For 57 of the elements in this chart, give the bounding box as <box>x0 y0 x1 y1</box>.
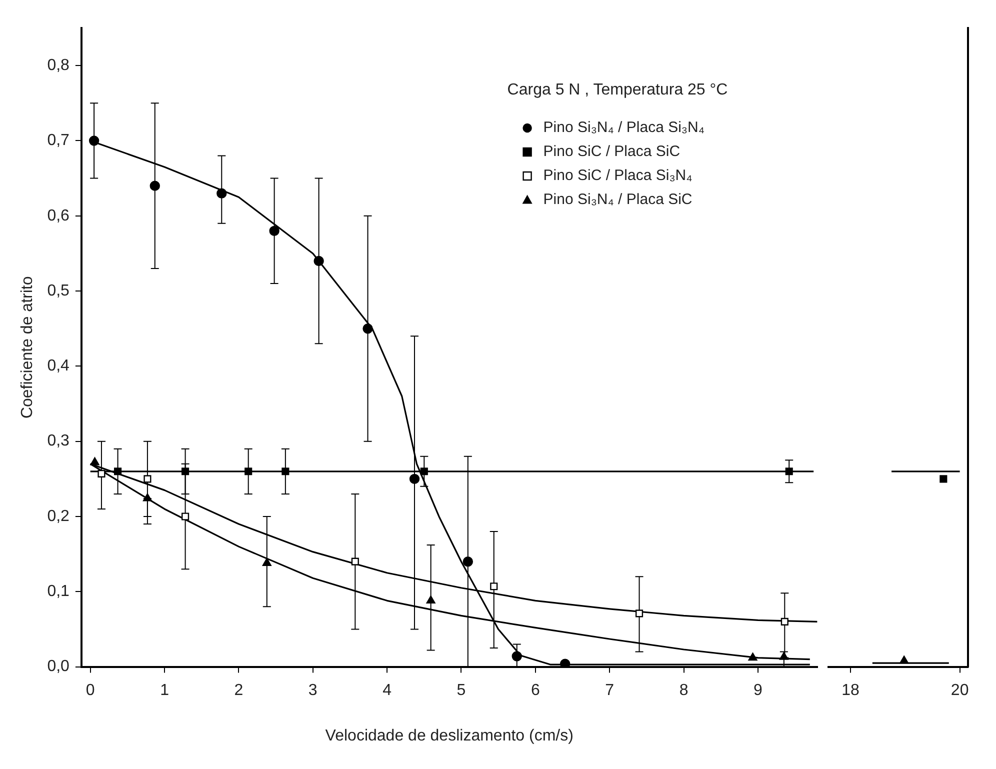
legend-label: Pino Si₃N₄ / Placa SiC <box>543 191 692 208</box>
x-tick-label: 18 <box>842 682 860 699</box>
x-tick-label: 7 <box>605 682 614 699</box>
y-tick-label: 0,1 <box>47 583 70 600</box>
point <box>512 651 522 662</box>
y-tick-label: 0,2 <box>47 508 70 525</box>
legend-label: Pino SiC / Placa Si₃N₄ <box>543 167 692 184</box>
point <box>409 474 420 484</box>
point <box>426 596 436 604</box>
point <box>351 558 359 566</box>
point <box>780 618 788 626</box>
point <box>142 493 152 502</box>
x-tick-label: 1 <box>160 682 170 699</box>
point <box>182 468 190 476</box>
point <box>490 582 498 590</box>
point <box>282 468 290 476</box>
point <box>262 558 272 566</box>
point <box>314 256 324 266</box>
y-axis-title: Coeficiente de atrito <box>19 276 36 419</box>
x-tick-label: 4 <box>382 682 392 699</box>
point <box>269 226 280 236</box>
y-tick-label: 0,6 <box>47 207 70 224</box>
point <box>90 457 100 466</box>
x-tick-label: 0 <box>86 682 95 699</box>
point <box>150 180 160 191</box>
x-tick-label: 8 <box>679 682 688 699</box>
point <box>748 652 758 661</box>
point <box>182 512 190 520</box>
point <box>216 188 227 198</box>
x-axis-title: Velocidade de deslizamento (cm/s) <box>325 727 574 744</box>
point <box>144 475 152 483</box>
point <box>420 468 428 476</box>
legend-label: Pino Si₃N₄ / Placa Si₃N₄ <box>543 119 704 136</box>
x-tick-label: 2 <box>234 682 244 699</box>
point <box>244 468 252 476</box>
y-tick-label: 0,3 <box>47 432 70 450</box>
point <box>560 658 570 667</box>
point <box>98 470 106 478</box>
x-tick-label: 9 <box>754 682 763 699</box>
legend-label: Pino SiC / Placa SiC <box>543 143 680 160</box>
point <box>779 652 788 660</box>
annotation: Carga 5 N , Temperatura 25 °C <box>507 81 728 98</box>
point <box>114 468 122 476</box>
point <box>88 136 100 146</box>
point <box>785 468 793 476</box>
point <box>462 556 474 567</box>
y-tick-label: 0,5 <box>47 282 70 300</box>
x-tick-label: 20 <box>950 682 969 699</box>
y-tick-label: 0,8 <box>47 56 70 74</box>
point <box>635 610 644 618</box>
x-tick-label: 6 <box>530 682 540 699</box>
y-tick-label: 0,7 <box>47 132 70 150</box>
x-tick-label: 3 <box>308 682 318 699</box>
x-tick-label: 5 <box>456 682 466 699</box>
point <box>362 324 373 334</box>
y-tick-label: 0,4 <box>47 358 70 375</box>
y-tick-label: 0,0 <box>47 658 70 676</box>
